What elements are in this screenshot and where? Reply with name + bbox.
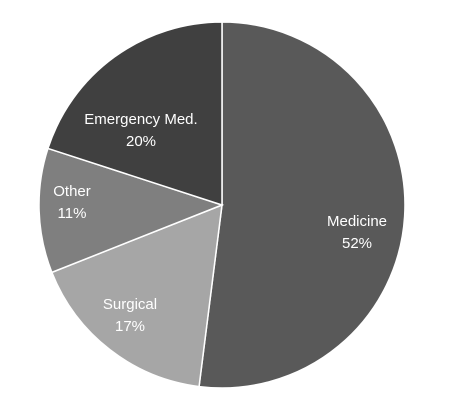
slice-label-medicine: Medicine [327, 213, 387, 230]
slice-label-other: Other [53, 183, 91, 200]
slice-value-other: 11% [58, 205, 87, 222]
slice-value-surgical: 17% [115, 318, 145, 335]
pie-slice-medicine [198, 21, 406, 389]
pie-slice-other [38, 147, 225, 274]
slice-label-surgical: Surgical [103, 296, 157, 313]
slice-value-emergency-med: 20% [126, 133, 156, 150]
slice-label-emergency-med: Emergency Med. [84, 111, 197, 128]
slice-value-medicine: 52% [342, 235, 372, 252]
pie-slice-surgical [50, 203, 223, 388]
pie-slice-emergency-med [47, 21, 223, 207]
